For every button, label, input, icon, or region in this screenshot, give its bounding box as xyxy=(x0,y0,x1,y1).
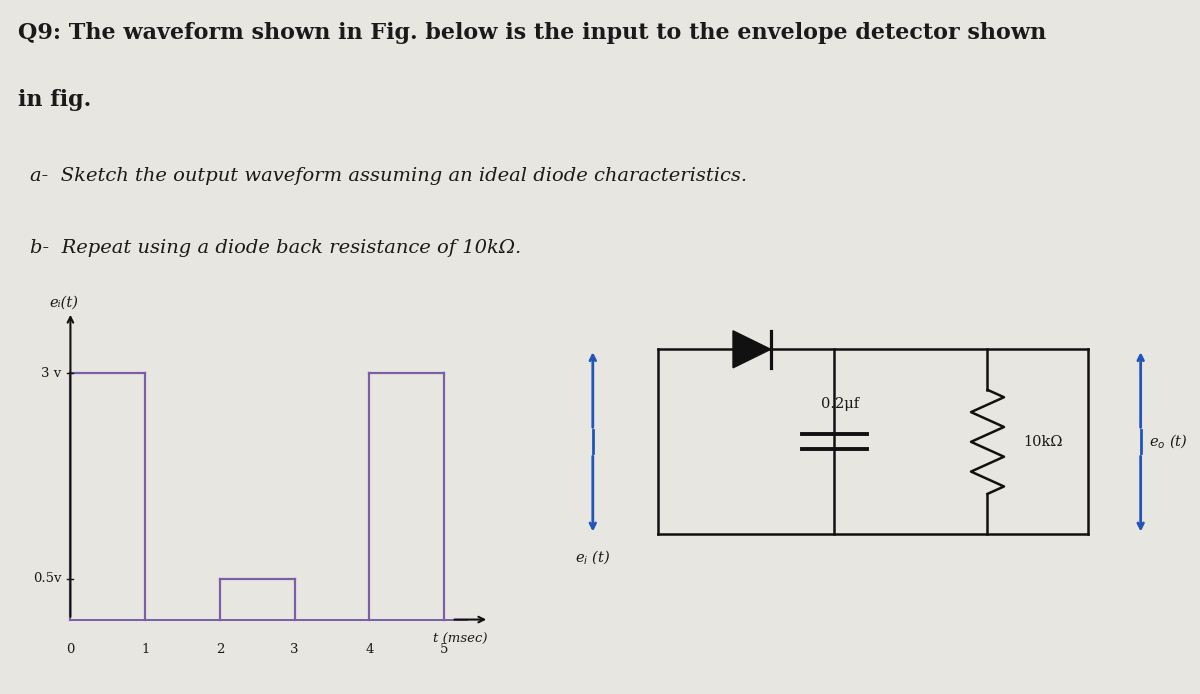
Text: b-  Repeat using a diode back resistance of 10kΩ.: b- Repeat using a diode back resistance … xyxy=(30,239,521,257)
Polygon shape xyxy=(733,331,770,368)
Text: 3: 3 xyxy=(290,643,299,656)
Text: 1: 1 xyxy=(140,643,149,656)
Text: 0: 0 xyxy=(66,643,74,656)
Text: 0.2μf: 0.2μf xyxy=(821,397,859,412)
Text: 5: 5 xyxy=(440,643,449,656)
Text: Q9: The waveform shown in Fig. below is the input to the envelope detector shown: Q9: The waveform shown in Fig. below is … xyxy=(18,22,1046,44)
Text: t (msec): t (msec) xyxy=(433,632,487,645)
Text: 3 v: 3 v xyxy=(41,367,61,380)
Text: eᵢ(t): eᵢ(t) xyxy=(49,296,78,310)
Text: in fig.: in fig. xyxy=(18,89,91,111)
Text: a-  Sketch the output waveform assuming an ideal diode characteristics.: a- Sketch the output waveform assuming a… xyxy=(30,167,748,185)
Text: 0.5v: 0.5v xyxy=(32,572,61,585)
Text: e$_o$ (t): e$_o$ (t) xyxy=(1150,432,1188,451)
Text: 4: 4 xyxy=(365,643,373,656)
Text: 2: 2 xyxy=(216,643,224,656)
Text: 10kΩ: 10kΩ xyxy=(1022,435,1062,449)
Text: e$_i$ (t): e$_i$ (t) xyxy=(575,549,611,567)
